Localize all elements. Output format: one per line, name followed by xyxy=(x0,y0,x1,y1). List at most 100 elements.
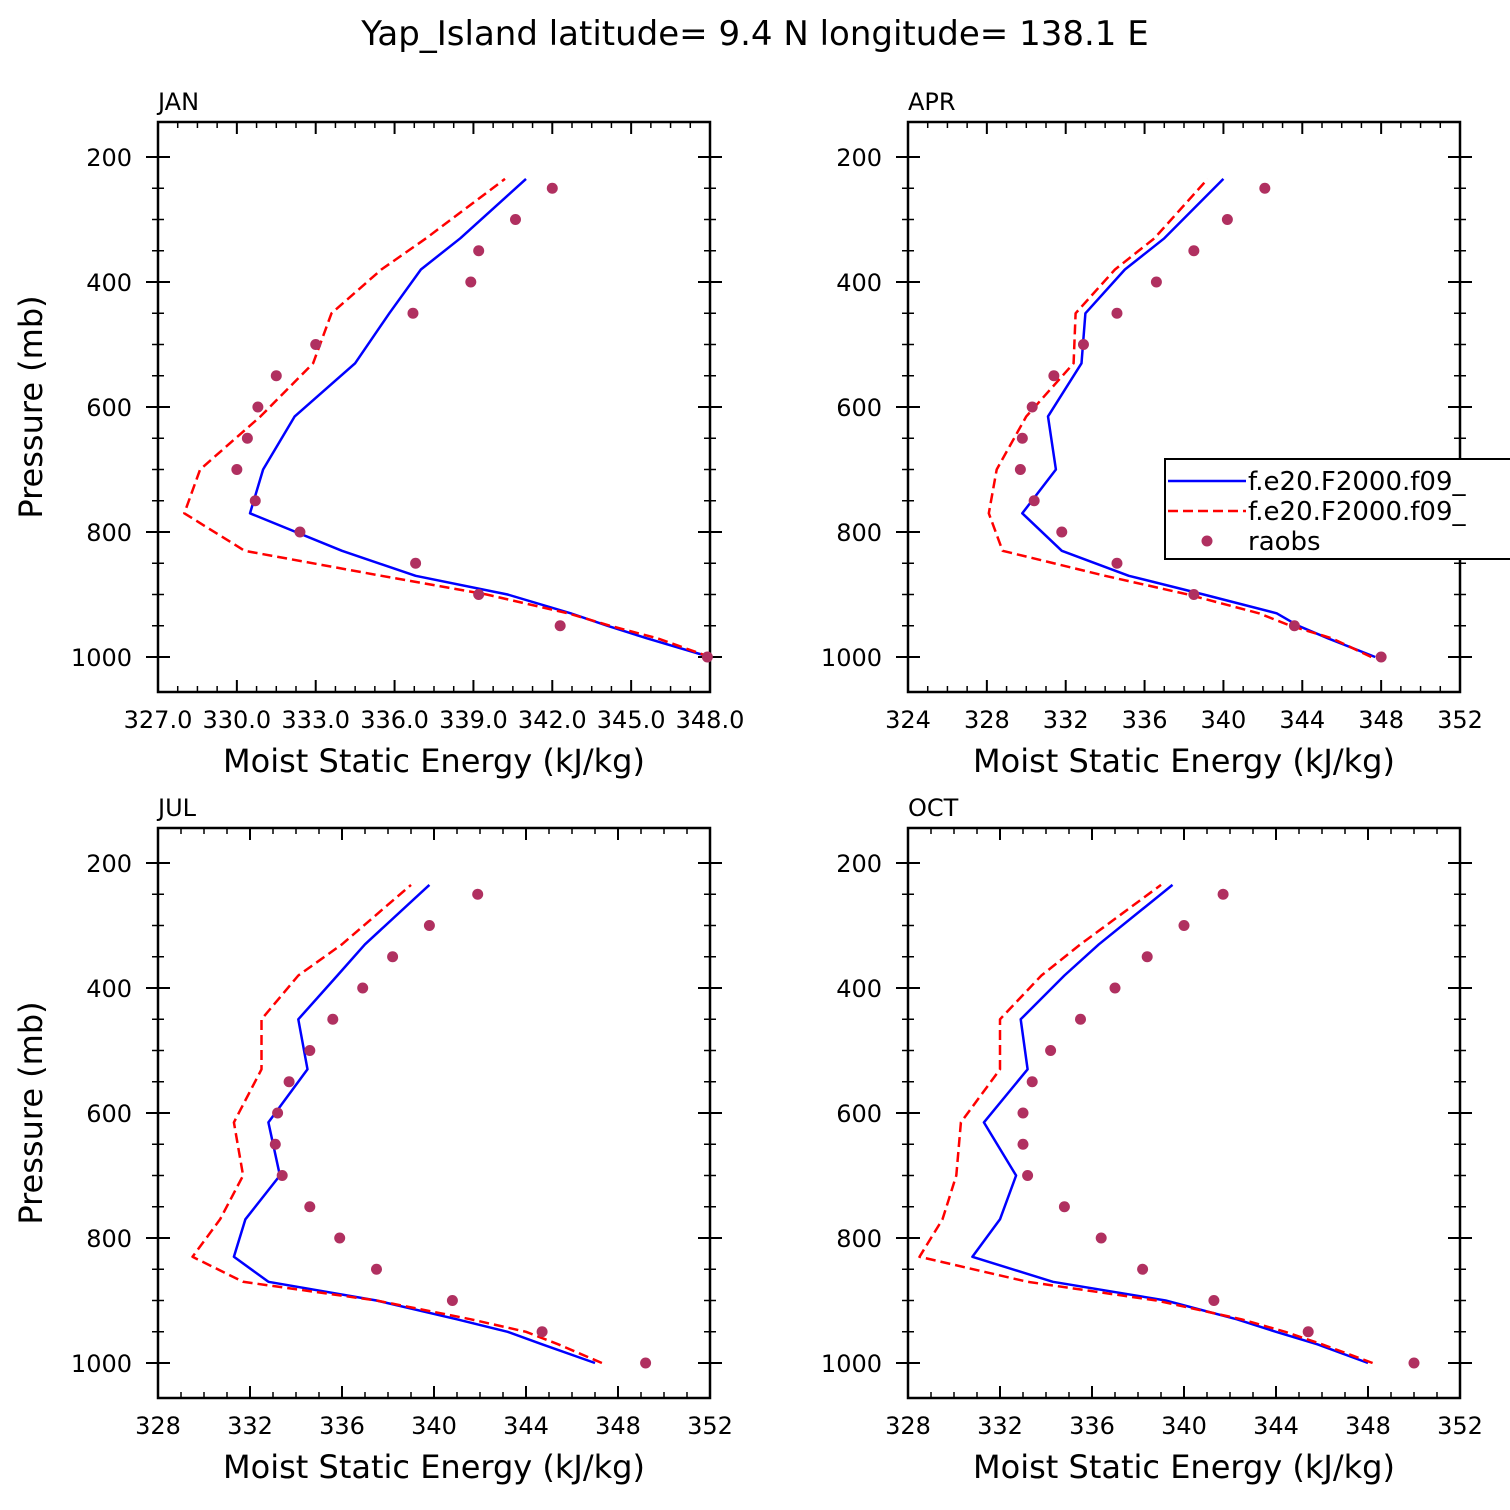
raobs-point xyxy=(640,1357,652,1369)
raobs-point xyxy=(1109,982,1121,994)
y-tick-label: 1000 xyxy=(821,644,882,672)
x-tick-label: 340 xyxy=(1201,706,1247,734)
figure-title: Yap_Island latitude= 9.4 N longitude= 13… xyxy=(360,14,1148,54)
x-tick-label: 348.0 xyxy=(676,706,745,734)
panel-title: OCT xyxy=(908,794,959,822)
raobs-point xyxy=(1208,1295,1220,1306)
raobs-point xyxy=(304,1045,316,1056)
x-tick-label: 340 xyxy=(1161,1412,1207,1440)
x-tick-label: 332 xyxy=(227,1412,273,1440)
raobs-point xyxy=(1111,307,1123,319)
raobs-point xyxy=(1014,464,1026,475)
raobs-point xyxy=(1408,1357,1420,1369)
y-tick-label: 800 xyxy=(86,1225,132,1253)
raobs-point xyxy=(410,557,422,569)
x-tick-label: 339.0 xyxy=(439,706,508,734)
y-tick-label: 800 xyxy=(836,519,882,547)
raobs-point xyxy=(423,920,435,931)
x-tick-label: 332 xyxy=(977,1412,1023,1440)
raobs-point xyxy=(334,1232,346,1244)
raobs-point xyxy=(294,526,306,538)
raobs-point xyxy=(1075,1013,1086,1025)
raobs-point xyxy=(554,620,566,632)
plot-frame xyxy=(156,826,712,1400)
y-axis-label: Pressure (mb) xyxy=(12,1001,50,1224)
x-tick-label: 344 xyxy=(503,1412,549,1440)
legend-marker-raobs xyxy=(1201,535,1213,547)
raobs-point xyxy=(1045,1045,1057,1056)
raobs-point xyxy=(371,1263,382,1275)
y-tick-label: 200 xyxy=(836,850,882,878)
x-axis-label: Moist Static Energy (kJ/kg) xyxy=(973,742,1395,780)
series-model-b-line xyxy=(987,178,1372,659)
y-tick-label: 600 xyxy=(86,394,132,422)
panel-title: APR xyxy=(908,88,956,116)
raobs-point xyxy=(1221,214,1233,225)
raobs-point xyxy=(387,951,399,963)
raobs-point xyxy=(446,1295,458,1306)
raobs-point xyxy=(283,1076,295,1088)
x-tick-label: 342.0 xyxy=(518,706,587,734)
series-model-a-line xyxy=(232,883,596,1365)
raobs-point xyxy=(1188,589,1200,600)
y-tick-label: 400 xyxy=(836,269,882,297)
x-tick-label: 348 xyxy=(1345,1412,1391,1440)
panel-apr: APR 324 328 332 336 340 344 348 352 200 400 600 800 1… xyxy=(821,88,1483,780)
raobs-point xyxy=(270,370,282,382)
raobs-point xyxy=(1026,1076,1038,1088)
x-tick-label: 328 xyxy=(964,706,1010,734)
raobs-point xyxy=(1178,920,1190,931)
y-tick-label: 200 xyxy=(836,144,882,172)
raobs-point xyxy=(269,1138,281,1150)
x-axis-label: Moist Static Energy (kJ/kg) xyxy=(223,1448,645,1486)
raobs-point xyxy=(1016,432,1028,444)
plot-frame xyxy=(156,120,712,694)
x-tick-label: 328 xyxy=(885,1412,931,1440)
raobs-point xyxy=(1188,245,1200,257)
raobs-point xyxy=(327,1013,339,1025)
raobs-point xyxy=(1026,401,1038,413)
raobs-point xyxy=(1095,1232,1107,1244)
y-tick-label: 200 xyxy=(86,850,132,878)
raobs-point xyxy=(1288,620,1300,632)
raobs-point xyxy=(701,651,713,663)
x-tick-label: 328 xyxy=(135,1412,181,1440)
y-tick-label: 800 xyxy=(836,1225,882,1253)
y-tick-label: 1000 xyxy=(71,644,132,672)
raobs-point xyxy=(472,888,484,900)
y-tick-label: 400 xyxy=(836,975,882,1003)
plot-frame xyxy=(906,120,1462,694)
panels: JAN 327.0 330.0 333.0 336.0 339.0 342.0 345.0 34… xyxy=(12,88,1483,1486)
y-tick-label: 1000 xyxy=(821,1350,882,1378)
series-model-a-line xyxy=(971,883,1369,1365)
raobs-point xyxy=(465,276,477,288)
x-tick-label: 344 xyxy=(1253,1412,1299,1440)
panel-title: JAN xyxy=(156,88,199,116)
x-axis-label: Moist Static Energy (kJ/kg) xyxy=(973,1448,1395,1486)
series-model-b-line xyxy=(183,177,711,659)
raobs-point xyxy=(1048,370,1060,382)
x-tick-label: 352 xyxy=(1437,1412,1483,1440)
panel-jan: JAN 327.0 330.0 333.0 336.0 339.0 342.0 345.0 34… xyxy=(12,88,744,780)
y-tick-label: 1000 xyxy=(71,1350,132,1378)
y-tick-label: 600 xyxy=(836,394,882,422)
x-tick-label: 348 xyxy=(1358,706,1404,734)
x-tick-label: 336 xyxy=(1122,706,1168,734)
y-tick-label: 600 xyxy=(836,1100,882,1128)
raobs-point xyxy=(1375,651,1387,663)
x-tick-label: 340 xyxy=(411,1412,457,1440)
raobs-point xyxy=(473,589,485,600)
raobs-point xyxy=(546,182,558,194)
raobs-point xyxy=(509,214,521,225)
raobs-point xyxy=(272,1107,284,1119)
x-tick-label: 344 xyxy=(1279,706,1325,734)
raobs-point xyxy=(1077,339,1089,350)
x-tick-label: 336.0 xyxy=(360,706,429,734)
legend-entry: f.e20.F2000.f09_ xyxy=(1248,467,1466,497)
legend: f.e20.F2000.f09_f.e20.F2000.f09_raobs xyxy=(1164,458,1510,560)
raobs-point xyxy=(252,401,264,413)
raobs-point xyxy=(1150,276,1162,288)
y-tick-label: 400 xyxy=(86,269,132,297)
raobs-point xyxy=(1017,1138,1029,1150)
